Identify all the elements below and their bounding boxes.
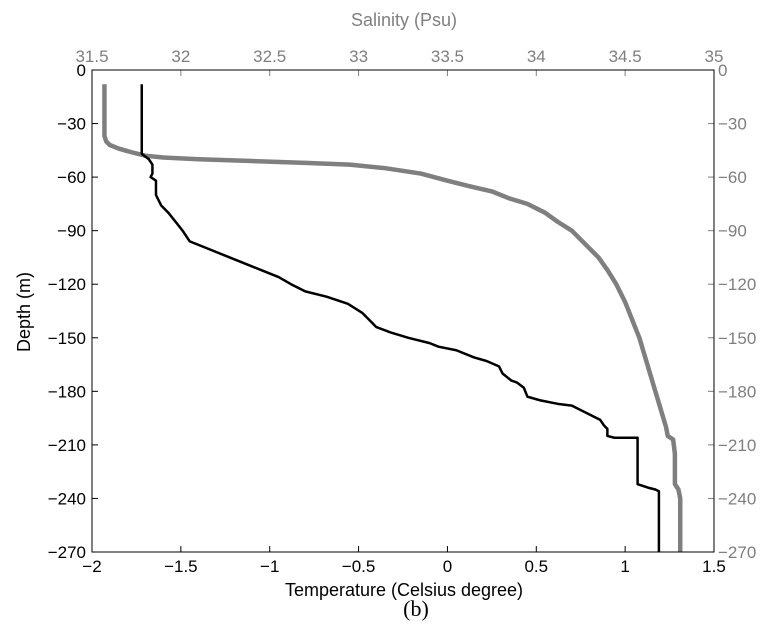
bottom-axis-title: Temperature (Celsius degree) bbox=[285, 580, 523, 600]
bottom-axis-tick-label: 0.5 bbox=[524, 557, 548, 576]
right-axis-tick-label: −180 bbox=[718, 382, 756, 401]
y-axis-title: Depth (m) bbox=[14, 272, 34, 352]
left-axis-tick-label: −180 bbox=[48, 382, 86, 401]
salinity-profile-line bbox=[102, 84, 683, 552]
top-axis-tick-label: 34 bbox=[527, 47, 546, 66]
ticks-layer: −2 −1.5 −1 −0.5 0 0.5 1 1.5 31.5 32 32.5 33 33.5 34 34… bbox=[48, 47, 757, 576]
bottom-axis-tick-label: −1.5 bbox=[164, 557, 198, 576]
right-axis-tick-label: −90 bbox=[718, 222, 747, 241]
bottom-axis-tick-label: 1 bbox=[620, 557, 629, 576]
bottom-axis-tick-label: −1 bbox=[260, 557, 279, 576]
series-layer bbox=[102, 84, 683, 552]
right-axis-tick-label: −30 bbox=[718, 115, 747, 134]
right-axis-tick-label: −210 bbox=[718, 436, 756, 455]
top-axis-tick-label: 35 bbox=[705, 47, 724, 66]
right-axis-tick-label: −60 bbox=[718, 168, 747, 187]
top-axis-tick-label: 34.5 bbox=[609, 47, 642, 66]
left-axis-tick-label: −270 bbox=[48, 543, 86, 562]
right-axis-tick-label: −270 bbox=[718, 543, 756, 562]
left-axis-tick-label: −210 bbox=[48, 436, 86, 455]
left-axis-tick-label: −30 bbox=[57, 115, 86, 134]
top-axis-tick-label: 32.5 bbox=[253, 47, 286, 66]
temperature-profile-line bbox=[140, 84, 661, 552]
left-axis-tick-label: −60 bbox=[57, 168, 86, 187]
right-axis-tick-label: −150 bbox=[718, 329, 756, 348]
top-axis-tick-label: 33 bbox=[349, 47, 368, 66]
plot-frame bbox=[91, 69, 715, 553]
right-axis-tick-label: −120 bbox=[718, 275, 756, 294]
left-axis-tick-label: 0 bbox=[77, 61, 86, 80]
bottom-axis-tick-label: 1.5 bbox=[702, 557, 726, 576]
top-axis-tick-label: 31.5 bbox=[75, 47, 108, 66]
right-axis-tick-label: −240 bbox=[718, 489, 756, 508]
top-axis-title: Salinity (Psu) bbox=[351, 10, 457, 30]
left-axis-tick-label: −150 bbox=[48, 329, 86, 348]
bottom-axis-tick-label: −2 bbox=[82, 557, 101, 576]
top-axis-tick-label: 32 bbox=[171, 47, 190, 66]
figure-caption: (b) bbox=[403, 596, 429, 621]
left-axis-tick-label: −240 bbox=[48, 489, 86, 508]
bottom-axis-tick-label: 0 bbox=[443, 557, 452, 576]
bottom-axis-tick-label: −0.5 bbox=[342, 557, 376, 576]
right-axis-tick-label: 0 bbox=[718, 61, 727, 80]
left-axis-tick-label: −90 bbox=[57, 222, 86, 241]
top-axis-tick-label: 33.5 bbox=[431, 47, 464, 66]
left-axis-tick-label: −120 bbox=[48, 275, 86, 294]
